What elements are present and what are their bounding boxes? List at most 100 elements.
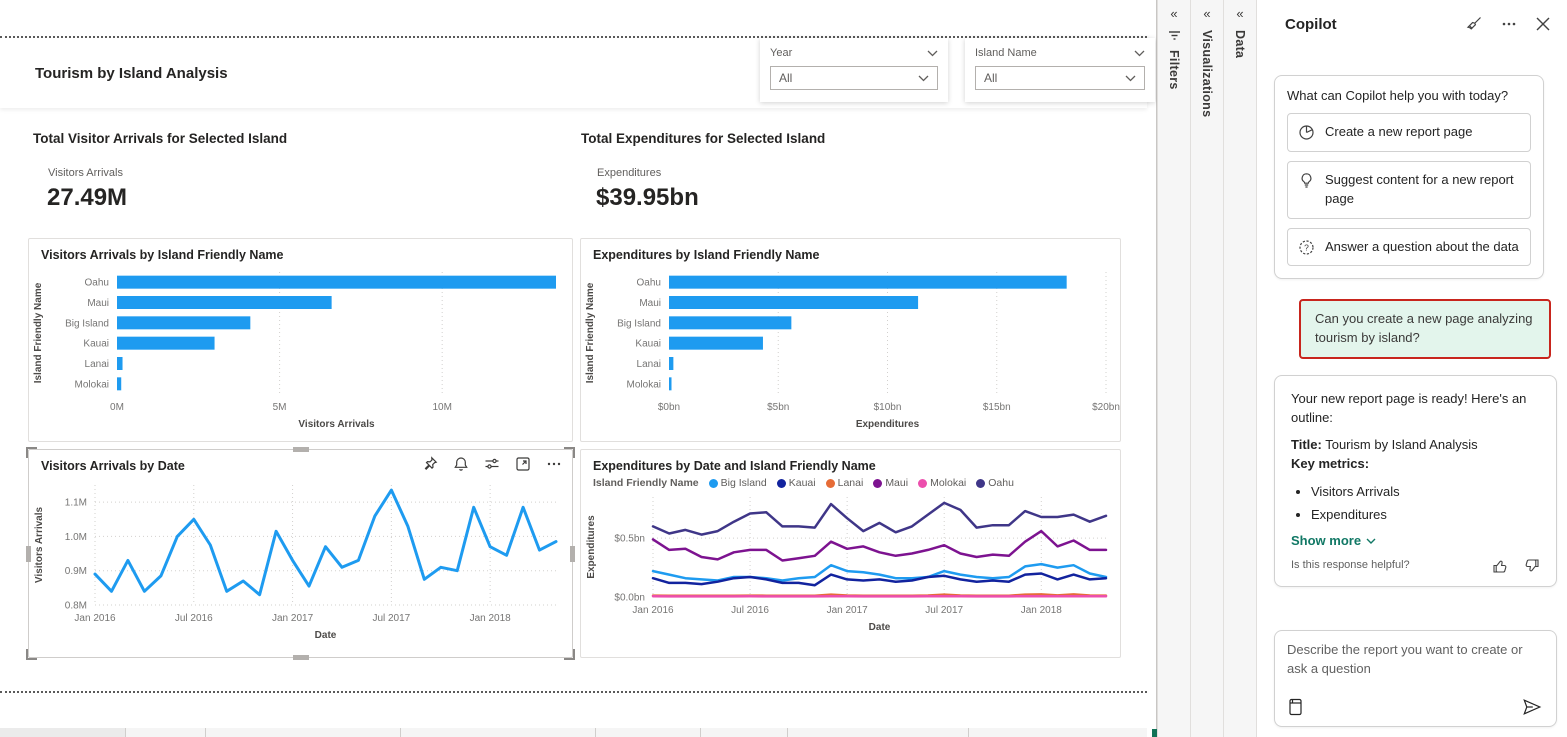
selection-corner-handle[interactable]	[26, 649, 37, 660]
response-intro: Your new report page is ready! Here's an…	[1291, 391, 1527, 425]
svg-text:?: ?	[1304, 242, 1309, 252]
svg-text:$5bn: $5bn	[767, 402, 789, 413]
copilot-header: Copilot	[1257, 0, 1567, 48]
response-metrics-list: Visitors Arrivals Expenditures	[1311, 483, 1540, 525]
kpi-visitors-caption: Visitors Arrivals	[48, 167, 123, 179]
thumbs-up-icon[interactable]	[1492, 558, 1508, 574]
svg-text:Island Friendly Name: Island Friendly Name	[585, 282, 596, 383]
report-canvas: Tourism by Island Analysis Year All Isla…	[0, 0, 1157, 737]
selection-corner-handle[interactable]	[564, 447, 575, 458]
metric-item: Expenditures	[1311, 506, 1540, 525]
svg-text:Jan 2016: Jan 2016	[632, 605, 674, 616]
selection-resize-handle[interactable]	[570, 545, 575, 562]
notebook-icon[interactable]	[1287, 698, 1303, 716]
selection-corner-handle[interactable]	[26, 447, 37, 458]
svg-text:1.1M: 1.1M	[65, 498, 87, 509]
feedback-prompt: Is this response helpful?	[1291, 559, 1410, 572]
filters-pane-collapsed[interactable]: « Filters	[1157, 0, 1190, 737]
focus-mode-icon[interactable]	[515, 456, 531, 472]
chevron-down-icon	[1366, 538, 1376, 544]
svg-text:Molokai: Molokai	[75, 379, 109, 390]
svg-text:$0.0bn: $0.0bn	[614, 593, 645, 604]
chart-title: Visitors Arrivals by Island Friendly Nam…	[41, 248, 284, 262]
show-more-button[interactable]: Show more	[1291, 533, 1376, 548]
svg-text:Big Island: Big Island	[617, 318, 661, 329]
svg-text:Jan 2018: Jan 2018	[1021, 605, 1063, 616]
svg-text:$10bn: $10bn	[874, 402, 902, 413]
visitors-by-island-chart[interactable]: Visitors Arrivals by Island Friendly Nam…	[28, 238, 573, 442]
selection-resize-handle[interactable]	[26, 545, 31, 562]
chart-title: Visitors Arrivals by Date	[41, 459, 185, 473]
legend-item[interactable]: Big Island	[708, 477, 767, 489]
page-boundary-top	[0, 36, 1147, 38]
chevron-down-icon	[1125, 75, 1136, 81]
svg-text:Expenditures: Expenditures	[586, 515, 597, 579]
send-icon[interactable]	[1522, 698, 1542, 716]
close-icon[interactable]	[1535, 16, 1551, 32]
copilot-input[interactable]	[1287, 641, 1544, 685]
more-options-icon[interactable]	[1500, 15, 1518, 33]
svg-text:Maui: Maui	[87, 298, 109, 309]
copilot-welcome-card: What can Copilot help you with today? Cr…	[1274, 75, 1544, 280]
island-name-slicer[interactable]: Island Name All	[965, 38, 1155, 102]
alert-icon[interactable]	[453, 456, 469, 472]
suggestion-label: Create a new report page	[1325, 124, 1473, 139]
expenditures-by-date-plot: $0.0bn $0.5bn Jan 2016 Jul 2016 Jan 2017 Jul …	[581, 489, 1120, 646]
more-options-icon[interactable]	[546, 456, 562, 472]
svg-text:Jul 2016: Jul 2016	[175, 613, 213, 624]
data-pane-collapsed[interactable]: « Data	[1223, 0, 1256, 737]
filters-pane-label: Filters	[1167, 50, 1181, 90]
svg-text:Jul 2017: Jul 2017	[372, 613, 410, 624]
year-slicer-dropdown[interactable]: All	[770, 66, 938, 90]
expenditures-by-date-chart[interactable]: Expenditures by Date and Island Friendly…	[580, 449, 1121, 658]
suggestion-answer-question[interactable]: ? Answer a question about the data	[1287, 227, 1531, 267]
legend-item[interactable]: Lanai	[825, 477, 863, 489]
svg-text:Date: Date	[315, 630, 337, 641]
legend-item[interactable]: Molokai	[918, 477, 966, 489]
visualizations-pane-collapsed[interactable]: « Visualizations	[1190, 0, 1223, 737]
selection-resize-handle[interactable]	[292, 447, 309, 452]
data-pane-label: Data	[1233, 30, 1247, 59]
filter-icon[interactable]	[484, 456, 500, 472]
legend-item[interactable]: Oahu	[976, 477, 1014, 489]
suggestion-create-report-page[interactable]: Create a new report page	[1287, 113, 1531, 152]
metric-item: Visitors Arrivals	[1311, 483, 1540, 502]
legend-item[interactable]: Maui	[873, 477, 908, 489]
expand-pane-icon[interactable]: «	[1170, 6, 1178, 21]
suggestion-suggest-content[interactable]: Suggest content for a new report page	[1287, 160, 1531, 219]
island-slicer-dropdown[interactable]: All	[975, 66, 1145, 90]
visitors-by-date-chart[interactable]: Visitors Arrivals by Date 0.8M 0.9M 1.0M 1.…	[26, 447, 575, 660]
svg-text:Kauai: Kauai	[635, 339, 661, 350]
expand-pane-icon[interactable]: «	[1203, 6, 1211, 21]
copilot-input-card	[1274, 630, 1557, 727]
suggestion-label: Suggest content for a new report page	[1325, 171, 1514, 206]
expenditures-by-island-chart[interactable]: Expenditures by Island Friendly Name $0b…	[580, 238, 1121, 442]
expand-pane-icon[interactable]: «	[1236, 6, 1244, 21]
kpi-expenditures-title: Total Expenditures for Selected Island	[581, 131, 826, 146]
svg-text:Jan 2016: Jan 2016	[74, 613, 116, 624]
selection-corner-handle[interactable]	[564, 649, 575, 660]
selection-resize-handle[interactable]	[292, 655, 309, 660]
visualizations-pane-label: Visualizations	[1200, 30, 1214, 118]
thumbs-down-icon[interactable]	[1524, 558, 1540, 574]
legend-item[interactable]: Kauai	[776, 477, 816, 489]
pin-icon[interactable]	[422, 456, 438, 472]
sweep-icon[interactable]	[1464, 15, 1483, 34]
chart-title: Expenditures by Date and Island Friendly…	[593, 459, 876, 473]
chevron-down-icon[interactable]	[927, 50, 938, 57]
svg-text:$0bn: $0bn	[658, 402, 680, 413]
copilot-welcome-prompt: What can Copilot help you with today?	[1287, 88, 1509, 103]
chevron-down-icon	[918, 75, 929, 81]
svg-text:Maui: Maui	[639, 298, 661, 309]
copilot-panel: Copilot What can Copilot help you with t…	[1256, 0, 1567, 737]
year-slicer[interactable]: Year All	[760, 38, 948, 102]
filter-funnel-icon	[1168, 31, 1180, 40]
pie-chart-icon	[1299, 125, 1314, 140]
year-slicer-value: All	[779, 71, 793, 85]
lightbulb-icon	[1301, 173, 1312, 188]
svg-text:0.8M: 0.8M	[65, 601, 87, 612]
report-header: Tourism by Island Analysis	[0, 38, 1147, 108]
svg-text:Expenditures: Expenditures	[856, 419, 920, 430]
chevron-down-icon[interactable]	[1134, 50, 1145, 57]
island-slicer-label: Island Name	[975, 47, 1037, 59]
